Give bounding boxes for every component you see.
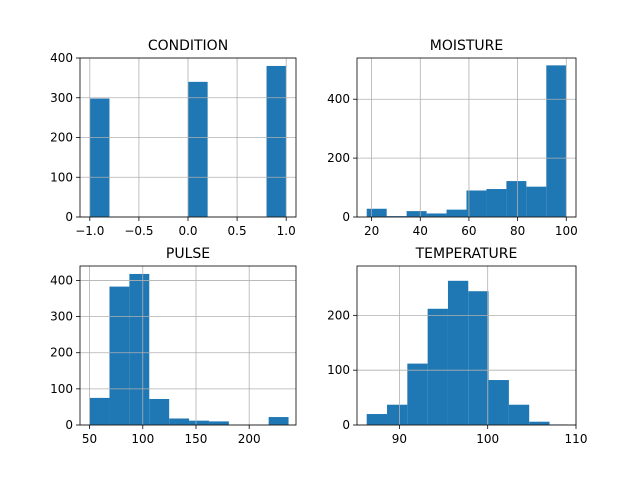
moisture-xtick-label-1: 40 [413,224,428,238]
condition-ytick-label-3: 300 [50,91,73,105]
pulse-ytick-label-3: 300 [50,310,73,324]
condition-xtick-label-3: 0.5 [228,224,247,238]
subplot-pulse: 50 100 150 200 0 100 200 300 400 PULSE [50,246,297,446]
pulse-bar-6 [208,421,229,425]
temperature-xtick-label-0: 90 [392,432,407,446]
temperature-ytick-label-1: 100 [327,363,350,377]
pulse-xtick-label-1: 100 [131,432,154,446]
subplot-moisture: 20 40 60 80 100 0 200 400 MOISTURE [327,38,578,238]
subplot-temperature: 90 100 110 0 100 200 TEMPERATURE [327,246,587,446]
moisture-xtick-label-3: 80 [510,224,525,238]
condition-xtick-label-2: 0.0 [178,224,197,238]
condition-ytick-label-4: 400 [50,51,73,65]
condition-title: CONDITION [148,38,228,54]
moisture-bar-2 [406,211,427,217]
moisture-axes-frame [356,57,577,218]
temperature-ytick-label-0: 0 [342,418,350,432]
condition-ytick-label-2: 200 [50,131,73,145]
pulse-axes-frame [79,265,297,426]
moisture-ytick-label-0: 0 [342,210,350,224]
moisture-bar-0 [366,208,387,217]
condition-ytick-label-1: 100 [50,170,73,184]
temperature-bar-4 [447,280,469,425]
moisture-ytick-label-2: 400 [327,92,350,106]
pulse-bar-3 [149,398,170,425]
moisture-bar-3 [426,213,447,217]
temperature-bar-0 [366,414,388,425]
pulse-xtick-label-3: 200 [238,432,261,446]
moisture-bar-9 [546,65,567,217]
condition-xtick-label-0: −1.0 [75,224,104,238]
temperature-ytick-label-2: 200 [327,308,350,322]
moisture-xtick-label-4: 100 [555,224,578,238]
temperature-xtick-label-1: 100 [476,432,499,446]
condition-xtick-label-1: −0.5 [124,224,153,238]
pulse-title: PULSE [166,246,210,262]
condition-bar-1 [188,81,208,217]
pulse-bar-2 [129,273,150,425]
temperature-bar-5 [468,291,489,425]
pulse-ytick-label-0: 0 [65,418,73,432]
temperature-axes-frame [356,265,577,426]
moisture-bar-8 [526,186,547,217]
moisture-title: MOISTURE [430,38,504,54]
pulse-bar-9 [268,417,289,425]
condition-ytick-label-0: 0 [65,210,73,224]
moisture-bar-6 [486,189,507,217]
temperature-bar-3 [427,308,448,425]
temperature-title: TEMPERATURE [415,246,518,262]
temperature-bar-2 [407,363,428,425]
pulse-ytick-label-4: 400 [50,273,73,287]
temperature-bar-1 [387,404,408,425]
pulse-xtick-label-2: 150 [185,432,208,446]
moisture-bar-4 [446,209,467,217]
temperature-bar-6 [488,380,509,425]
pulse-ytick-label-2: 200 [50,346,73,360]
temperature-bar-8 [529,421,550,425]
pulse-xtick-label-0: 50 [82,432,97,446]
condition-bar-2 [266,65,287,217]
temperature-xtick-label-2: 110 [565,432,588,446]
pulse-bar-0 [89,397,110,425]
moisture-ytick-label-1: 200 [327,151,350,165]
moisture-xtick-label-2: 60 [461,224,476,238]
subplot-condition: −1.0 −0.5 0.0 0.5 1.0 0 100 200 300 400 CONDITION [50,38,297,238]
temperature-bar-7 [508,404,530,425]
condition-bar-0 [89,98,110,217]
pulse-bar-4 [169,418,190,425]
pulse-bar-1 [109,286,130,425]
moisture-bar-7 [506,181,527,217]
pulse-bar-5 [189,420,209,425]
moisture-bar-1 [386,216,407,217]
moisture-bar-5 [466,190,487,217]
moisture-xtick-label-0: 20 [364,224,379,238]
condition-xtick-label-4: 1.0 [277,224,296,238]
pulse-ytick-label-1: 100 [50,382,73,396]
